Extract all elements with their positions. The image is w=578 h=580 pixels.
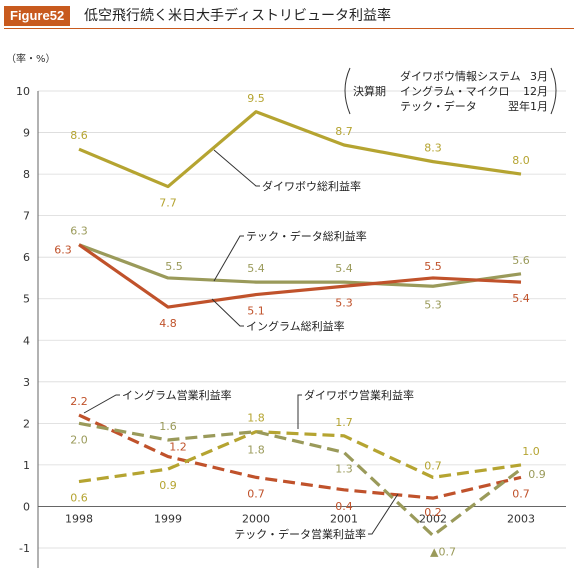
y-tick-label: -1 <box>19 542 30 555</box>
data-label: 0.4 <box>335 500 353 513</box>
x-tick-label: 1998 <box>65 512 93 525</box>
series-name-label: テック・データ営業利益率 <box>234 527 366 541</box>
y-tick-label: 5 <box>23 293 30 306</box>
y-tick-label: 2 <box>23 417 30 430</box>
y-tick-label: 0 <box>23 500 30 513</box>
series-name-label: イングラム営業利益率 <box>122 388 232 402</box>
series-line-0 <box>78 110 522 189</box>
data-label: ▲0.7 <box>430 546 456 559</box>
data-label: 8.0 <box>512 154 530 167</box>
data-label: 1.2 <box>169 441 187 454</box>
callout-leader <box>368 493 399 535</box>
period-box-open-paren <box>344 67 351 115</box>
data-label: 0.9 <box>528 468 546 481</box>
data-label: 5.3 <box>335 296 353 309</box>
series-lines <box>78 110 522 538</box>
data-label: 5.6 <box>512 254 530 267</box>
period-month-1: 3月 <box>530 70 548 83</box>
data-label: 7.7 <box>159 197 177 210</box>
y-tick-label: 1 <box>23 459 30 472</box>
y-tick-label: 8 <box>23 168 30 181</box>
period-box-label: 決算期 <box>353 84 386 98</box>
data-label: 8.3 <box>424 142 442 155</box>
y-tick-labels: -1 0 1 2 3 4 5 6 7 8 9 10 <box>16 85 30 555</box>
data-label: 6.3 <box>70 225 88 238</box>
data-label: 5.5 <box>165 260 183 273</box>
data-labels: 8.6 7.7 9.5 8.7 8.3 8.0 6.3 5.5 5.4 5.4 5.3 5.6 6.3 4… <box>54 92 546 559</box>
x-tick-labels: 1998 1999 2000 2001 2002 2003 <box>65 512 535 525</box>
series-line-1 <box>78 243 522 288</box>
data-label: 2.2 <box>70 395 88 408</box>
data-label: 1.6 <box>159 420 177 433</box>
data-label: 5.5 <box>424 260 442 273</box>
callout-leader <box>297 394 302 429</box>
data-label: 0.7 <box>247 487 265 500</box>
data-label: 1.8 <box>247 444 265 457</box>
y-tick-label: 9 <box>23 127 30 140</box>
data-label: 6.3 <box>54 244 72 257</box>
data-label: 9.5 <box>247 92 265 105</box>
fiscal-period-box: 決算期 ダイワボウ情報システム 3月 イングラム・マイクロ 12月 テック・デー… <box>344 67 557 115</box>
data-label: 0.7 <box>424 459 442 472</box>
data-label: 0.9 <box>159 479 177 492</box>
period-box-close-paren <box>550 67 557 115</box>
header-rule <box>4 28 574 29</box>
grid <box>37 90 566 568</box>
data-label: 0.2 <box>424 506 442 519</box>
x-tick-label: 2001 <box>330 512 358 525</box>
period-company-3: テック・データ <box>400 99 477 113</box>
y-tick-label: 10 <box>16 85 30 98</box>
data-label: 1.8 <box>247 412 265 425</box>
data-label: 5.1 <box>247 305 265 318</box>
data-label: 5.4 <box>512 292 530 305</box>
series-name-label: ダイワボウ営業利益率 <box>304 388 414 402</box>
series-line-3 <box>78 413 522 500</box>
data-label: 0.6 <box>70 492 88 505</box>
series-name-label: イングラム総利益率 <box>246 319 345 333</box>
period-company-2: イングラム・マイクロ <box>400 84 509 98</box>
period-month-3: 翌年1月 <box>508 99 548 113</box>
figure-header: Figure52 低空飛行続く米日大手ディストリビュータ利益率 <box>4 4 574 29</box>
y-tick-label: 4 <box>23 334 30 347</box>
period-month-2: 12月 <box>523 85 548 98</box>
x-tick-label: 1999 <box>154 512 182 525</box>
series-line-2 <box>78 243 522 309</box>
data-label: 5.4 <box>247 262 265 275</box>
data-label: 8.6 <box>70 129 88 142</box>
y-axis-label: （率・%） <box>6 52 56 65</box>
x-tick-label: 2002 <box>419 512 447 525</box>
data-label: 5.3 <box>424 298 442 311</box>
y-tick-label: 3 <box>23 376 30 389</box>
data-label: 1.0 <box>522 445 540 458</box>
x-tick-label: 2003 <box>507 512 535 525</box>
data-label: 0.7 <box>512 487 530 500</box>
series-line-4 <box>78 430 522 484</box>
callout-leader <box>213 235 244 282</box>
figure-badge: Figure52 <box>4 6 71 26</box>
figure-title: 低空飛行続く米日大手ディストリビュータ利益率 <box>84 8 392 24</box>
y-tick-label: 6 <box>23 251 30 264</box>
y-tick-label: 7 <box>23 210 30 223</box>
data-label: 1.3 <box>335 462 353 475</box>
period-company-1: ダイワボウ情報システム <box>400 69 521 83</box>
series-line-5 <box>78 421 522 538</box>
data-label: 5.4 <box>335 262 353 275</box>
callout-leader <box>83 394 120 414</box>
x-tick-label: 2000 <box>242 512 270 525</box>
series-name-label: テック・データ総利益率 <box>246 229 367 243</box>
callout-leader <box>211 298 244 327</box>
callout-leader <box>213 149 260 187</box>
data-label: 2.0 <box>70 433 88 446</box>
data-label: 4.8 <box>159 317 177 330</box>
series-name-label: ダイワボウ総利益率 <box>262 179 361 193</box>
data-label: 1.7 <box>335 416 353 429</box>
data-label: 8.7 <box>335 125 353 138</box>
